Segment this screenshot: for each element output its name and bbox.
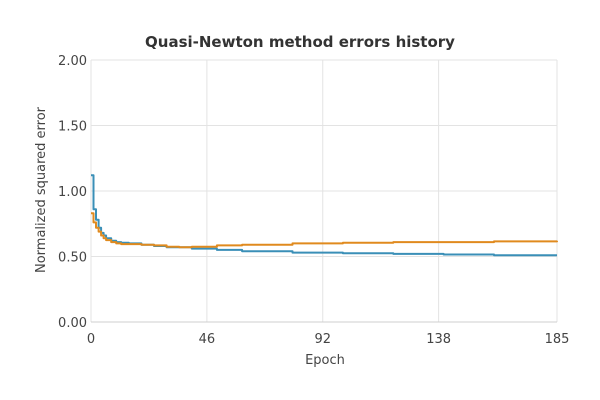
- y-axis-ticks: 0.00 0.50 1.00 1.50 2.00: [58, 54, 87, 331]
- x-tick-label: 92: [314, 332, 331, 347]
- x-tick-label: 46: [199, 332, 216, 347]
- x-axis-label: Epoch: [305, 353, 345, 368]
- x-tick-label: 0: [87, 332, 95, 347]
- series-lines: [91, 174, 558, 257]
- y-tick-label: 0.00: [58, 316, 87, 331]
- grid: [90, 59, 558, 323]
- x-tick-label: 138: [426, 332, 451, 347]
- y-axis-label: Normalized squared error: [34, 106, 49, 273]
- y-tick-label: 1.00: [58, 185, 87, 200]
- x-tick-label: 185: [545, 332, 570, 347]
- x-axis-ticks: 0 46 92 138 185: [87, 332, 570, 347]
- y-tick-label: 2.00: [58, 54, 87, 69]
- y-tick-label: 1.50: [58, 120, 87, 135]
- y-tick-label: 0.50: [58, 251, 87, 266]
- series-line-2: [91, 212, 558, 249]
- chart-title: Quasi-Newton method errors history: [145, 33, 455, 51]
